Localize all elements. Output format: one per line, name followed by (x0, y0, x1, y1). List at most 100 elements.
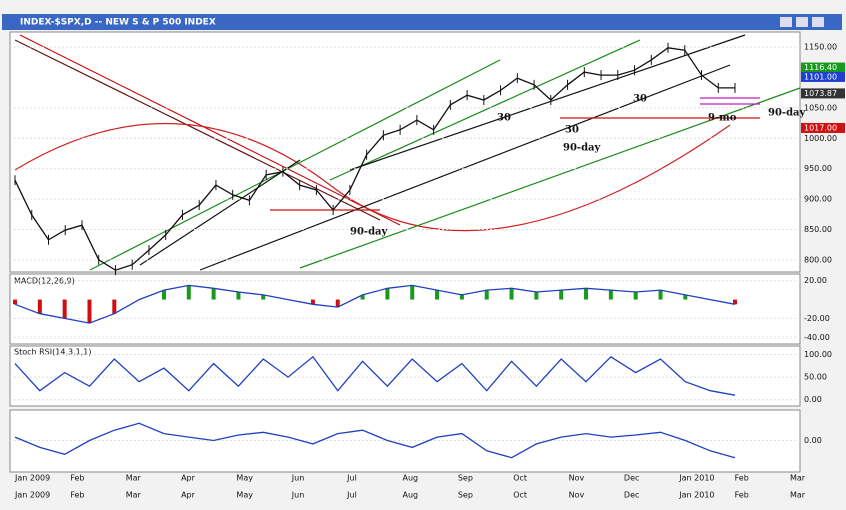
x-tick-label: Nov (569, 491, 585, 500)
y-tick-label: 50.00 (804, 373, 827, 382)
title-bar (2, 14, 842, 30)
x-tick-label: Mar (126, 474, 142, 483)
value-tag-label: 1073.87 (804, 89, 837, 98)
x-tick-label: Mar (790, 491, 806, 500)
x-tick-label: Jul (346, 474, 357, 483)
x-tick-label: Oct (513, 474, 527, 483)
price-line (14, 47, 735, 271)
macd-bar (335, 299, 340, 308)
x-tick-label: Jan 2010 (678, 474, 714, 483)
macd-line (14, 284, 736, 324)
trendline (329, 39, 641, 181)
value-tag (801, 88, 845, 99)
annotation: 30 (497, 113, 511, 124)
value-tag (801, 71, 845, 82)
macd-bar (584, 288, 589, 300)
x-tick-label: Mar (790, 474, 806, 483)
trendlines (14, 34, 801, 271)
x-tick-label: Apr (181, 474, 196, 483)
trendline (139, 159, 301, 266)
trendline (19, 34, 401, 226)
panel-title: Stoch RSI(14,3,1,1) (14, 348, 91, 357)
x-tick-label: Jun (291, 474, 305, 483)
x-tick-label: Dec (624, 491, 639, 500)
value-tag (801, 62, 845, 73)
osc-panel (9, 409, 801, 473)
y-tick-label: 1000.00 (804, 134, 837, 143)
macd-bar (236, 292, 241, 300)
macd-bar (435, 290, 440, 300)
y-tick-label: -20.00 (804, 314, 830, 323)
annotation: 90-day (768, 108, 807, 119)
macd-bar (62, 299, 67, 319)
macd-bar (211, 288, 216, 300)
osc-line (14, 422, 736, 459)
price-panel (9, 31, 801, 273)
y-tick-label: 0.00 (804, 395, 822, 404)
y-tick-label: 20.00 (804, 276, 827, 285)
macd-bar (658, 290, 663, 300)
minimize-button[interactable] (780, 17, 792, 27)
x-tick-label: Aug (403, 491, 419, 500)
x-tick-label: Aug (403, 474, 419, 483)
y-tick-label: 850.00 (804, 225, 832, 234)
macd-bar (484, 290, 489, 300)
x-tick-label: Feb (70, 491, 84, 500)
value-tag (801, 122, 845, 133)
value-tag-label: 1116.40 (804, 63, 837, 72)
x-tick-label: Feb (70, 474, 84, 483)
macd-bar (360, 294, 365, 300)
annotation: 90-day (563, 143, 602, 154)
x-tick-label: Jan 2010 (678, 491, 714, 500)
close-button[interactable] (812, 17, 824, 27)
trendline (14, 39, 381, 221)
x-tick-label: Mar (126, 491, 142, 500)
macd-bar (410, 285, 415, 300)
x-tick-label: Oct (513, 491, 527, 500)
y-tick-label: 950.00 (804, 164, 832, 173)
x-tick-label: Jul (346, 491, 357, 500)
x-tick-label: Jun (291, 491, 305, 500)
macd-bar (261, 294, 266, 300)
trendline (349, 34, 746, 171)
y-tick-label: 900.00 (804, 195, 832, 204)
macd-bar (733, 299, 737, 305)
x-tick-label: Feb (735, 491, 749, 500)
macd-bar (161, 290, 166, 300)
macd-bar (559, 290, 564, 300)
macd-bar (683, 294, 688, 300)
macd-bar (509, 288, 514, 300)
x-tick-label: Nov (569, 474, 585, 483)
x-tick-label: Sep (458, 474, 473, 483)
x-tick-label: Dec (624, 474, 639, 483)
stoch-panel (9, 345, 801, 407)
x-tick-label: Jan 2009 (14, 491, 50, 500)
maximize-button[interactable] (796, 17, 808, 27)
x-tick-label: May (236, 491, 253, 500)
y-tick-label: 0.00 (804, 436, 822, 445)
value-tag-label: 1101.00 (804, 72, 837, 81)
macd-bar (13, 299, 17, 305)
value-tag-label: 1017.00 (804, 123, 837, 132)
x-tick-label: Apr (181, 491, 196, 500)
macd-panel (9, 273, 801, 345)
y-tick-label: -40.00 (804, 333, 830, 342)
x-tick-label: Sep (458, 491, 473, 500)
y-tick-label: 1150.00 (804, 43, 837, 52)
moving-average (14, 122, 731, 232)
x-tick-label: Feb (735, 474, 749, 483)
macd-bar (459, 294, 464, 300)
stoch-line (14, 355, 736, 396)
annotation: 90-day (350, 227, 389, 238)
y-tick-label: 1050.00 (804, 103, 837, 112)
trendline (199, 64, 731, 271)
trendline (89, 59, 501, 271)
panel-title: MACD(12,26,9) (14, 277, 75, 286)
macd-bar (37, 299, 42, 314)
annotation: 9-mo (708, 113, 737, 124)
macd-bar (87, 299, 92, 324)
macd-bar (608, 290, 613, 300)
window-title: INDEX-$SPX,D -- NEW S & P 500 INDEX (20, 18, 216, 28)
x-tick-label: May (236, 474, 253, 483)
